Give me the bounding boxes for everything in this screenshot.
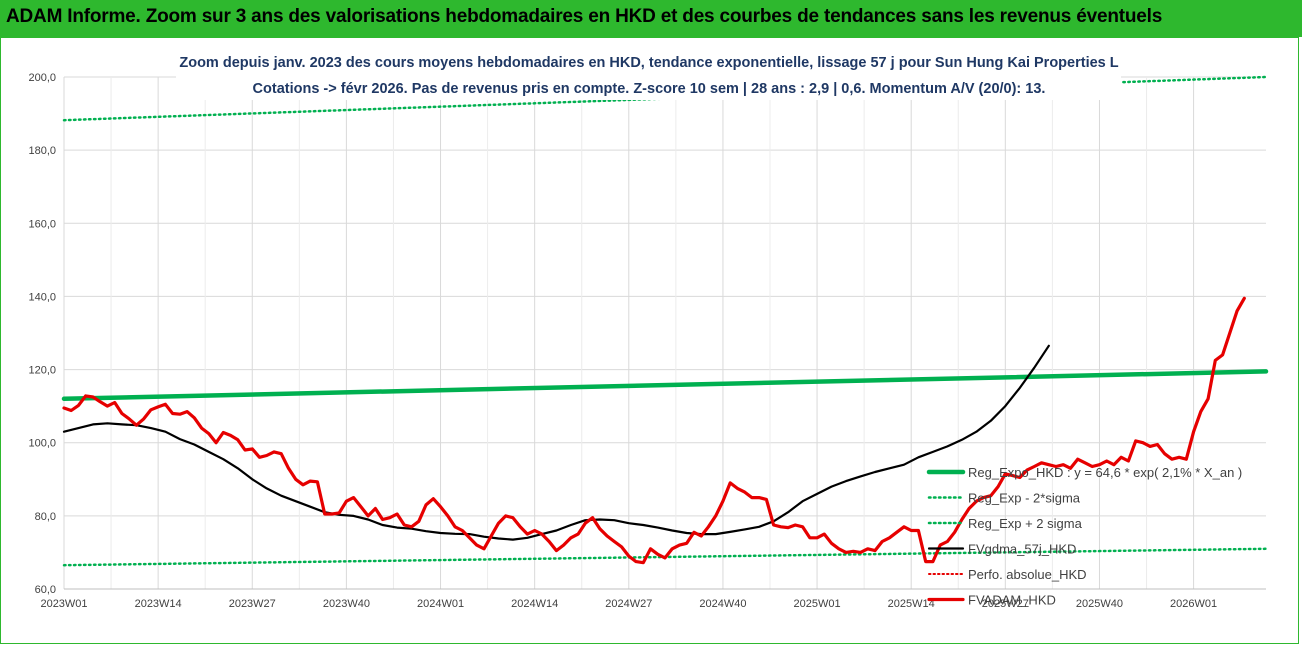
series-line-5 (62, 296, 1246, 565)
legend-label: Reg_Exp - 2*sigma (968, 491, 1081, 506)
y-tick-label: 120,0 (28, 365, 56, 377)
chart-grid (63, 76, 1266, 590)
x-tick-label: 2024W01 (417, 598, 464, 610)
banner-title: ADAM Informe. Zoom sur 3 ans des valoris… (6, 6, 1163, 27)
x-tick-label: 2023W14 (135, 598, 182, 610)
y-tick-label: 180,0 (28, 145, 56, 157)
series-line-0 (61, 369, 1269, 402)
x-tick-label: 2023W27 (229, 598, 276, 610)
x-axis: 2023W01 2023W14 2023W27 2023W40 2024W01 2024W… (40, 598, 1217, 610)
chart-title-background (176, 45, 1121, 100)
chart-title-line2: Cotations -> févr 2026. Pas de revenus p… (253, 81, 1046, 97)
x-tick-label: 2025W01 (794, 598, 841, 610)
y-tick-label: 100,0 (28, 438, 56, 450)
legend-label: Perfo. absolue_HKD (968, 567, 1087, 582)
line-chart: 60,0 80,0 100,0 120,0 140,0 160,0 180,0 200,0 2… (28, 45, 1269, 610)
series-line-3 (62, 344, 1050, 541)
y-tick-label: 60,0 (35, 584, 56, 596)
x-tick-label: 2023W40 (323, 598, 370, 610)
x-tick-label: 2025W14 (888, 598, 935, 610)
legend-label: Reg_Expo_HKD : y = 64,6 * exp( 2,1% * X_… (968, 465, 1242, 480)
legend-label: FVADAM_HKD (968, 593, 1056, 608)
x-tick-label: 2023W01 (40, 598, 87, 610)
title-banner: ADAM Informe. Zoom sur 3 ans des valoris… (0, 0, 1302, 37)
chart-legend: Reg_Expo_HKD : y = 64,6 * exp( 2,1% * X_… (926, 465, 1242, 608)
x-tick-label: 2024W27 (605, 598, 652, 610)
x-tick-label: 2025W40 (1076, 598, 1123, 610)
chart-frame: 60,0 80,0 100,0 120,0 140,0 160,0 180,0 200,0 2… (0, 37, 1299, 644)
x-tick-label: 2026W01 (1170, 598, 1217, 610)
x-tick-label: 2024W14 (511, 598, 558, 610)
y-tick-label: 140,0 (28, 291, 56, 303)
y-tick-label: 160,0 (28, 218, 56, 230)
legend-label: FVgdma_57j_HKD (968, 542, 1076, 557)
chart-title-line1: Zoom depuis janv. 2023 des cours moyens … (179, 55, 1118, 71)
y-tick-label: 80,0 (35, 511, 56, 523)
legend-label: Reg_Exp + 2 sigma (968, 516, 1083, 531)
y-axis: 60,0 80,0 100,0 120,0 140,0 160,0 180,0 200,0 (28, 72, 56, 596)
x-tick-label: 2025W27 (982, 598, 1029, 610)
x-tick-label: 2024W40 (699, 598, 746, 610)
y-tick-label: 200,0 (28, 72, 56, 84)
chart-title: Zoom depuis janv. 2023 des cours moyens … (176, 45, 1121, 100)
